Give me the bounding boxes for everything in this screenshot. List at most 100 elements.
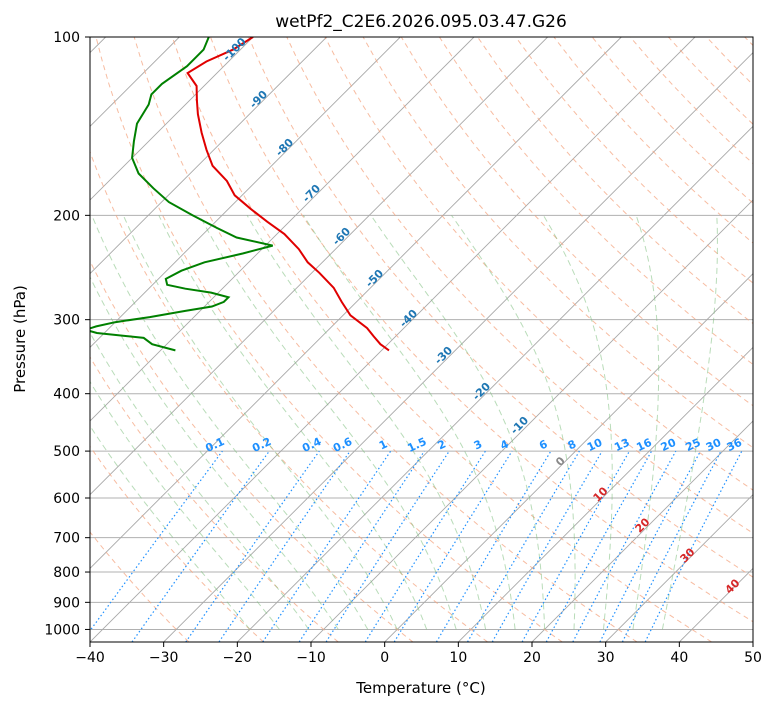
dry-adiabat-label: -100: [220, 35, 249, 64]
mixing-ratio-label: 36: [725, 436, 745, 454]
y-tick-label: 700: [53, 531, 80, 547]
mixing-ratio-line: [644, 450, 743, 642]
dry-adiabat-line: [171, 37, 712, 642]
y-tick-label: 500: [53, 444, 80, 460]
moist-adiabat-line: [632, 215, 660, 630]
mixing-ratio-line: [298, 450, 425, 642]
dry-adiabat-line: [210, 37, 753, 623]
reference-line-labels: 0.1 0.2 0.4 0.6 1 1.5 2 3 4 6 8 10 13 16 20 25 30 36-100-…: [203, 35, 745, 597]
y-tick-label: 900: [53, 595, 80, 611]
axes: −40 −30 −20 −10 0 10 20 30 40 5010020030040050060…: [44, 30, 762, 666]
moist-adiabat-label: 10: [591, 484, 611, 504]
dry-adiabat-line: [438, 37, 753, 366]
isotherm-line: [458, 346, 753, 642]
dry-adiabat-label: -10: [508, 414, 531, 437]
y-tick-label: 1000: [44, 622, 80, 638]
mixing-ratio-line: [131, 450, 270, 642]
mixing-ratio-label: 2: [436, 437, 448, 452]
y-tick-label: 600: [53, 491, 80, 507]
moist-adiabat-line: [370, 215, 546, 630]
y-tick-label: 800: [53, 565, 80, 581]
x-tick-label: 50: [744, 650, 762, 666]
chart-title: wetPf2_C2E6.2026.095.03.47.G26: [275, 12, 567, 32]
dry-adiabat-label: -50: [363, 267, 386, 290]
mixing-ratio-label: 1.5: [405, 435, 428, 455]
isotherm-line: [90, 37, 327, 275]
mixing-ratio-label: 0.6: [331, 435, 354, 455]
moist-adiabat-line: [451, 215, 576, 630]
mixing-ratio-label: 10: [585, 436, 605, 454]
isotherm-line: [752, 641, 753, 642]
dry-adiabat-line: [248, 37, 753, 578]
moist-adiabat-line: [90, 331, 310, 630]
isotherm-line: [384, 273, 753, 642]
mixing-ratio-line: [185, 450, 320, 642]
mixing-ratio-line: [572, 450, 677, 642]
isotherm-line: [310, 199, 753, 642]
mixing-ratio-label: 4: [498, 437, 511, 452]
isotherm-line: [90, 37, 548, 496]
dry-adiabat-label: -30: [432, 344, 455, 367]
mixing-ratio-line: [466, 450, 580, 642]
dry-adiabat-line: [90, 356, 339, 642]
isotherm-line: [90, 37, 254, 201]
dry-adiabat-label: -90: [247, 88, 270, 111]
y-tick-label: 400: [53, 387, 80, 403]
mixing-ratio-label: 13: [612, 436, 631, 454]
mixing-ratio-label: 3: [472, 437, 484, 452]
mixing-ratio-label: 20: [659, 436, 679, 454]
isotherm-line: [531, 420, 753, 642]
moist-adiabat-line: [90, 275, 339, 630]
dry-adiabat-line: [286, 37, 753, 534]
dry-adiabat-line: [90, 531, 190, 642]
mixing-ratio-label: 0.4: [300, 435, 323, 455]
dry-adiabat-line: [744, 37, 753, 47]
mixing-ratio-label: 1: [377, 437, 389, 452]
isotherm-line: [90, 37, 475, 422]
x-tick-label: 40: [670, 650, 688, 666]
isotherm-line: [237, 125, 753, 642]
y-axis-title: Pressure (hPa): [11, 285, 29, 393]
mixing-ratio-line: [521, 450, 631, 642]
x-tick-label: −30: [149, 650, 179, 666]
dry-adiabat-label: -40: [397, 307, 420, 330]
moist-adiabat-line: [90, 425, 251, 630]
x-tick-label: −40: [75, 650, 105, 666]
dry-adiabat-line: [95, 37, 563, 642]
dry-adiabat-line: [553, 37, 753, 244]
mixing-ratio-line: [393, 450, 513, 642]
mixing-ratio-line: [599, 450, 702, 642]
dry-adiabat-line: [90, 445, 264, 642]
dry-adiabat-line: [477, 37, 753, 325]
dry-adiabat-label: -80: [273, 136, 296, 159]
x-tick-label: 20: [523, 650, 541, 666]
dry-adiabat-label: -20: [470, 380, 493, 403]
dry-adiabat-label: -70: [300, 182, 323, 205]
mixing-ratio-label: 0.2: [250, 435, 273, 455]
dry-adiabat-label: -60: [330, 225, 353, 248]
mixing-ratio-line: [325, 450, 450, 642]
x-axis-title: Temperature (°C): [355, 679, 485, 697]
moist-adiabat-line: [91, 215, 369, 630]
mixing-ratio-label: 25: [683, 436, 702, 454]
mixing-ratio-line: [364, 450, 486, 642]
moist-adiabat-label: 40: [723, 576, 743, 596]
isotherm-line: [90, 37, 401, 348]
isotherm-line: [90, 37, 696, 642]
moist-adiabat-line: [246, 215, 487, 630]
mixing-ratio-label: 16: [634, 436, 654, 454]
x-tick-label: 30: [597, 650, 615, 666]
moist-adiabat-line: [302, 215, 516, 630]
x-tick-label: −10: [296, 650, 326, 666]
mixing-ratio-label: 0.1: [203, 435, 226, 455]
mixing-ratio-line: [545, 450, 653, 642]
mixing-ratio-line: [435, 450, 552, 642]
dry-adiabat-line: [400, 37, 753, 407]
dry-adiabat-line: [133, 37, 638, 642]
isotherm-line: [90, 37, 622, 569]
dry-adiabat-line: [706, 37, 753, 86]
isotherm-line: [605, 494, 753, 642]
moist-adiabat-line: [158, 215, 428, 630]
mixing-ratio-label: 30: [704, 436, 724, 454]
